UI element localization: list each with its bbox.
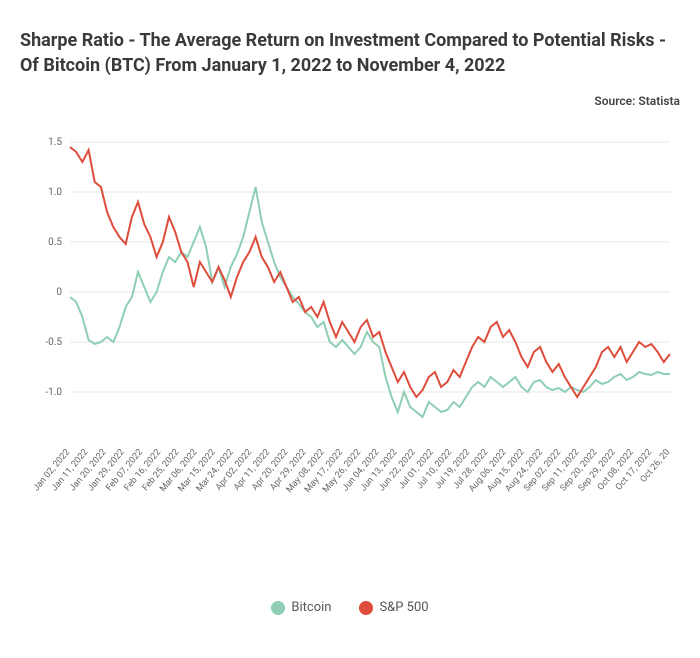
- y-tick-label: 0: [56, 287, 62, 298]
- chart-source: Source: Statista: [20, 94, 680, 108]
- chart-legend: Bitcoin S&P 500: [20, 600, 680, 615]
- series-line-s-p-500: [70, 147, 670, 397]
- y-tick-label: -0.5: [45, 337, 62, 348]
- y-tick-label: 1.5: [48, 137, 62, 148]
- y-tick-label: -1.0: [45, 387, 62, 398]
- legend-item-bitcoin: Bitcoin: [271, 600, 331, 615]
- y-tick-label: 0.5: [48, 237, 62, 248]
- legend-label: S&P 500: [379, 600, 428, 615]
- chart-area: -1.0-0.500.51.01.5Jan 02, 2022Jan 11, 20…: [20, 132, 680, 532]
- series-line-bitcoin: [70, 187, 670, 417]
- chart-title: Sharpe Ratio - The Average Return on Inv…: [20, 28, 680, 78]
- legend-item-s-p-500: S&P 500: [359, 600, 428, 615]
- legend-label: Bitcoin: [291, 600, 331, 615]
- legend-dot-icon: [359, 601, 373, 615]
- legend-dot-icon: [271, 601, 285, 615]
- line-chart-svg: -1.0-0.500.51.01.5Jan 02, 2022Jan 11, 20…: [20, 132, 680, 532]
- y-tick-label: 1.0: [48, 187, 62, 198]
